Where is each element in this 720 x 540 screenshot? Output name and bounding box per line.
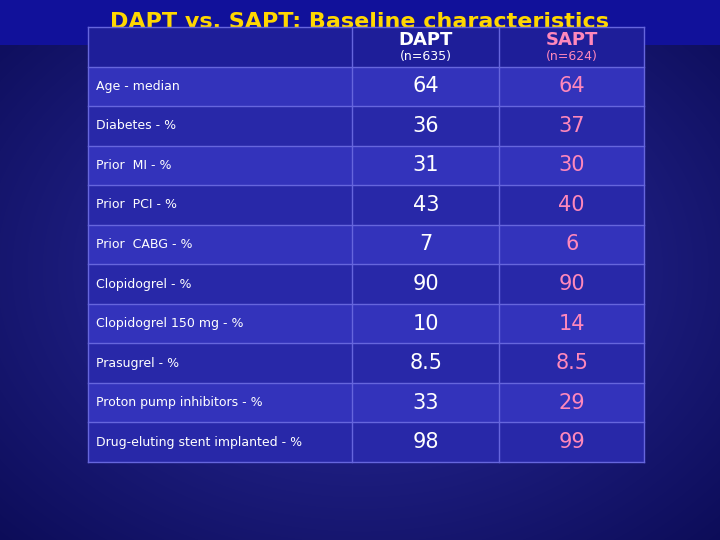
Text: 99: 99 [558,432,585,452]
Text: 30: 30 [559,156,585,176]
Bar [88,383,644,422]
Text: 98: 98 [413,432,439,452]
Text: 43: 43 [413,195,439,215]
Text: 64: 64 [413,76,439,96]
Text: SAPT: SAPT [546,31,598,49]
Text: 90: 90 [559,274,585,294]
Text: DAPT vs. SAPT: Baseline characteristics: DAPT vs. SAPT: Baseline characteristics [110,12,610,32]
Text: 37: 37 [559,116,585,136]
Bar [88,422,644,462]
Text: 29: 29 [559,393,585,413]
Bar [88,343,644,383]
Bar [88,106,644,146]
Text: 14: 14 [559,314,585,334]
Text: 36: 36 [413,116,439,136]
Bar [0,0,720,45]
Text: Age - median: Age - median [96,80,180,93]
Bar [88,225,644,264]
Text: Proton pump inhibitors - %: Proton pump inhibitors - % [96,396,263,409]
Text: Clopidogrel 150 mg - %: Clopidogrel 150 mg - % [96,317,243,330]
Text: Prior  MI - %: Prior MI - % [96,159,171,172]
Text: 31: 31 [413,156,439,176]
Bar [88,304,644,343]
Text: 8.5: 8.5 [409,353,442,373]
Text: 6: 6 [565,234,578,254]
Text: DAPT: DAPT [399,31,453,49]
Text: 40: 40 [559,195,585,215]
Text: Diabetes - %: Diabetes - % [96,119,176,132]
Text: 64: 64 [559,76,585,96]
Text: 7: 7 [419,234,433,254]
Text: 33: 33 [413,393,439,413]
Text: 90: 90 [413,274,439,294]
Text: Prior  PCI - %: Prior PCI - % [96,199,177,212]
Bar [88,185,644,225]
Text: (n=635): (n=635) [400,50,451,63]
Text: (n=624): (n=624) [546,50,598,63]
Text: Prior  CABG - %: Prior CABG - % [96,238,192,251]
Text: 8.5: 8.5 [555,353,588,373]
Bar [88,146,644,185]
Text: Drug-eluting stent implanted - %: Drug-eluting stent implanted - % [96,436,302,449]
Bar [88,66,644,106]
Bar [88,264,644,304]
Text: Prasugrel - %: Prasugrel - % [96,356,179,370]
Text: Clopidogrel - %: Clopidogrel - % [96,278,192,291]
Bar [88,27,644,66]
Text: 10: 10 [413,314,439,334]
